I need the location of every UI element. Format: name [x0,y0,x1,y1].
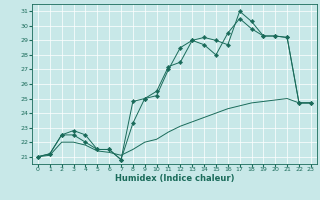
X-axis label: Humidex (Indice chaleur): Humidex (Indice chaleur) [115,174,234,183]
